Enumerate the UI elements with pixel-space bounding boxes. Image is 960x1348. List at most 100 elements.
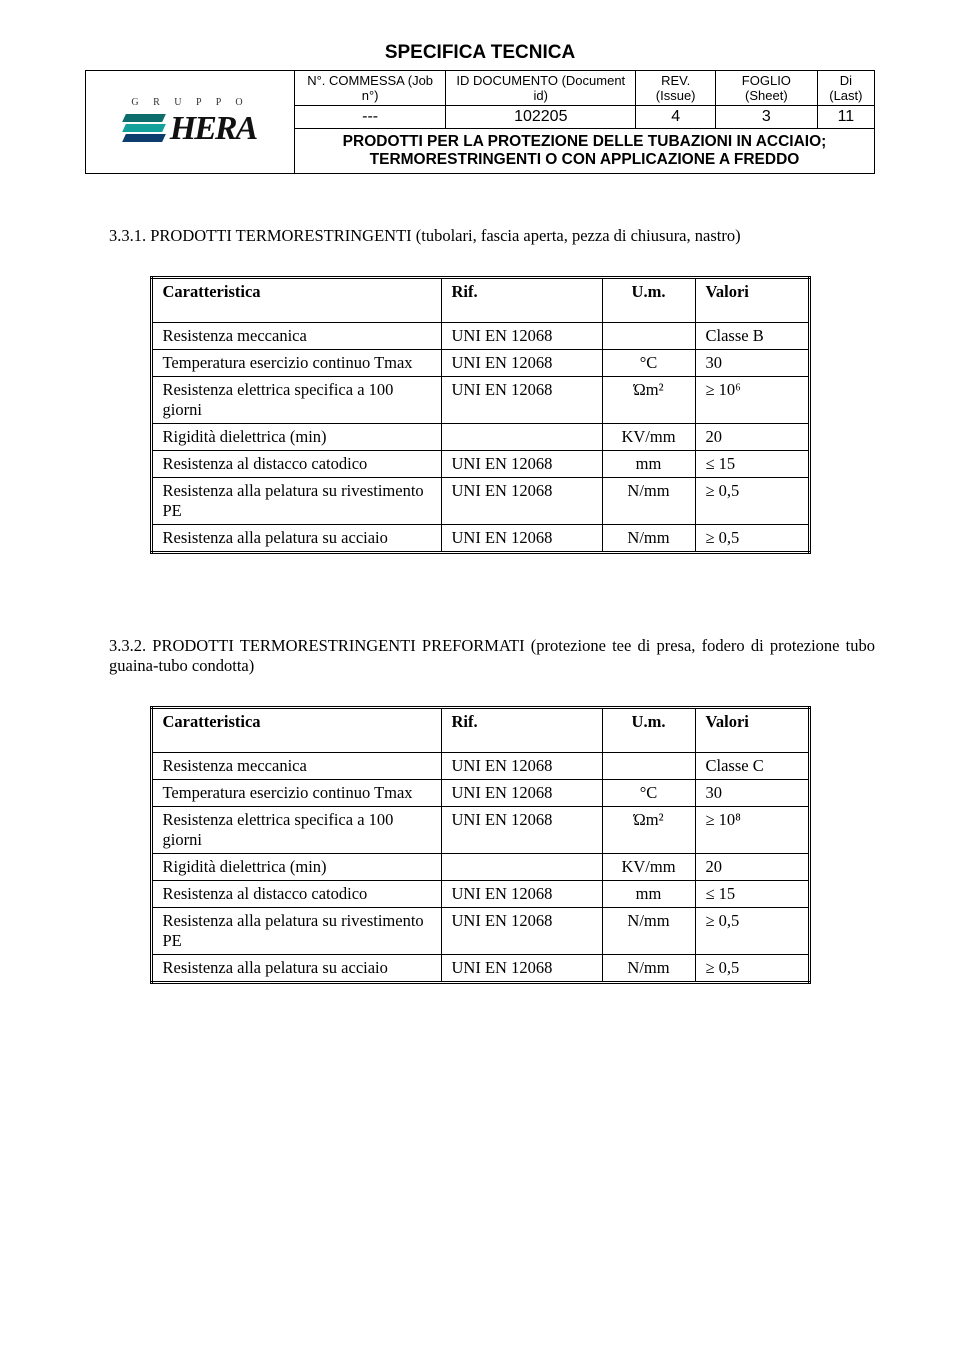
cell-caratteristica: Resistenza elettrica specifica a 100 gio… [151,377,441,424]
table-331-body: Resistenza meccanicaUNI EN 12068Classe B… [151,323,809,553]
cell-caratteristica: Resistenza alla pelatura su rivestimento… [151,478,441,525]
cell-caratteristica: Temperatura esercizio continuo Tmax [151,350,441,377]
table-row: Temperatura esercizio continuo TmaxUNI E… [151,780,809,807]
stripe-2 [122,124,166,132]
cell-um: mm [602,881,695,908]
cell-um: KV/mm [602,854,695,881]
cell-valori: Classe B [695,323,809,350]
cell-valori: 30 [695,780,809,807]
cell-valori: ≤ 15 [695,881,809,908]
cell-valori: ≥ 0,5 [695,525,809,553]
logo-brand-text: HERA [170,110,256,148]
section-331-heading: 3.3.1. PRODOTTI TERMORESTRINGENTI (tubol… [109,226,875,246]
table-row: Rigidità dielettrica (min) KV/mm20 [151,854,809,881]
cell-caratteristica: Rigidità dielettrica (min) [151,854,441,881]
cell-rif: UNI EN 12068 [441,478,602,525]
th-caratteristica: Caratteristica [151,278,441,323]
table-row: Resistenza meccanicaUNI EN 12068Classe C [151,753,809,780]
table-row: Resistenza al distacco catodicoUNI EN 12… [151,451,809,478]
cell-valori: 20 [695,854,809,881]
cell-rif: UNI EN 12068 [441,350,602,377]
cell-rif: UNI EN 12068 [441,807,602,854]
cell-um: N/mm [602,908,695,955]
cell-caratteristica: Resistenza alla pelatura su acciaio [151,955,441,983]
cell-um: N/mm [602,955,695,983]
table-row: Resistenza alla pelatura su acciaioUNI E… [151,955,809,983]
cell-caratteristica: Resistenza meccanica [151,323,441,350]
cell-rif [441,854,602,881]
lbl-di: Di (Last) [817,71,874,106]
cell-rif: UNI EN 12068 [441,908,602,955]
val-di: 11 [817,106,874,129]
cell-caratteristica: Resistenza alla pelatura su rivestimento… [151,908,441,955]
logo-stripes-icon [124,114,164,144]
val-foglio: 3 [715,106,817,129]
cell-caratteristica: Resistenza meccanica [151,753,441,780]
cell-rif: UNI EN 12068 [441,780,602,807]
th-valori: Valori [695,708,809,753]
th-caratteristica: Caratteristica [151,708,441,753]
lbl-foglio: FOGLIO (Sheet) [715,71,817,106]
cell-valori: ≤ 15 [695,451,809,478]
lbl-commessa: N°. COMMESSA (Job n°) [295,71,446,106]
th-um: U.m. [602,278,695,323]
cell-rif: UNI EN 12068 [441,955,602,983]
table-331: Caratteristica Rif. U.m. Valori Resisten… [150,276,811,554]
lbl-rev: REV. (Issue) [636,71,716,106]
th-rif: Rif. [441,278,602,323]
lbl-docid: ID DOCUMENTO (Document id) [446,71,636,106]
cell-um: mm [602,451,695,478]
table-332: Caratteristica Rif. U.m. Valori Resisten… [150,706,811,984]
cell-um: Ώm² [602,377,695,424]
val-docid: 102205 [446,106,636,129]
th-rif: Rif. [441,708,602,753]
cell-caratteristica: Resistenza elettrica specifica a 100 gio… [151,807,441,854]
table-row: Resistenza elettrica specifica a 100 gio… [151,807,809,854]
cell-rif: UNI EN 12068 [441,451,602,478]
cell-rif: UNI EN 12068 [441,753,602,780]
table-row: Resistenza alla pelatura su acciaioUNI E… [151,525,809,553]
cell-caratteristica: Resistenza al distacco catodico [151,881,441,908]
cell-rif [441,424,602,451]
table-332-body: Resistenza meccanicaUNI EN 12068Classe C… [151,753,809,983]
cell-valori: ≥ 0,5 [695,478,809,525]
cell-valori: ≥ 0,5 [695,955,809,983]
cell-um [602,323,695,350]
cell-caratteristica: Temperatura esercizio continuo Tmax [151,780,441,807]
cell-rif: UNI EN 12068 [441,881,602,908]
cell-um: °C [602,780,695,807]
th-valori: Valori [695,278,809,323]
table-row: Resistenza al distacco catodicoUNI EN 12… [151,881,809,908]
cell-rif: UNI EN 12068 [441,323,602,350]
cell-caratteristica: Resistenza al distacco catodico [151,451,441,478]
cell-rif: UNI EN 12068 [441,525,602,553]
val-rev: 4 [636,106,716,129]
logo-gruppo-text: G R U P P O [131,97,248,108]
doc-title: SPECIFICA TECNICA [85,42,875,64]
table-row: Resistenza meccanicaUNI EN 12068 Classe B [151,323,809,350]
section-332-heading: 3.3.2. PRODOTTI TERMORESTRINGENTI PREFOR… [109,636,875,676]
header-table: G R U P P O HERA N°. COMMESSA (Job n°) I… [85,70,875,174]
cell-valori: 30 [695,350,809,377]
cell-valori: ≥ 10⁶ [695,377,809,424]
stripe-3 [122,134,166,142]
cell-rif: UNI EN 12068 [441,377,602,424]
table-row: Temperatura esercizio continuo TmaxUNI E… [151,350,809,377]
cell-caratteristica: Rigidità dielettrica (min) [151,424,441,451]
cell-valori: 20 [695,424,809,451]
cell-um: Ώm² [602,807,695,854]
header-subtitle: PRODOTTI PER LA PROTEZIONE DELLE TUBAZIO… [295,129,875,174]
cell-um: °C [602,350,695,377]
cell-um: N/mm [602,525,695,553]
cell-valori: ≥ 0,5 [695,908,809,955]
cell-valori: ≥ 10⁸ [695,807,809,854]
cell-um [602,753,695,780]
table-row: Rigidità dielettrica (min)KV/mm20 [151,424,809,451]
cell-caratteristica: Resistenza alla pelatura su acciaio [151,525,441,553]
logo-cell: G R U P P O HERA [86,71,295,174]
val-commessa: --- [295,106,446,129]
stripe-1 [122,114,166,122]
table-row: Resistenza elettrica specifica a 100 gio… [151,377,809,424]
th-um: U.m. [602,708,695,753]
cell-um: N/mm [602,478,695,525]
